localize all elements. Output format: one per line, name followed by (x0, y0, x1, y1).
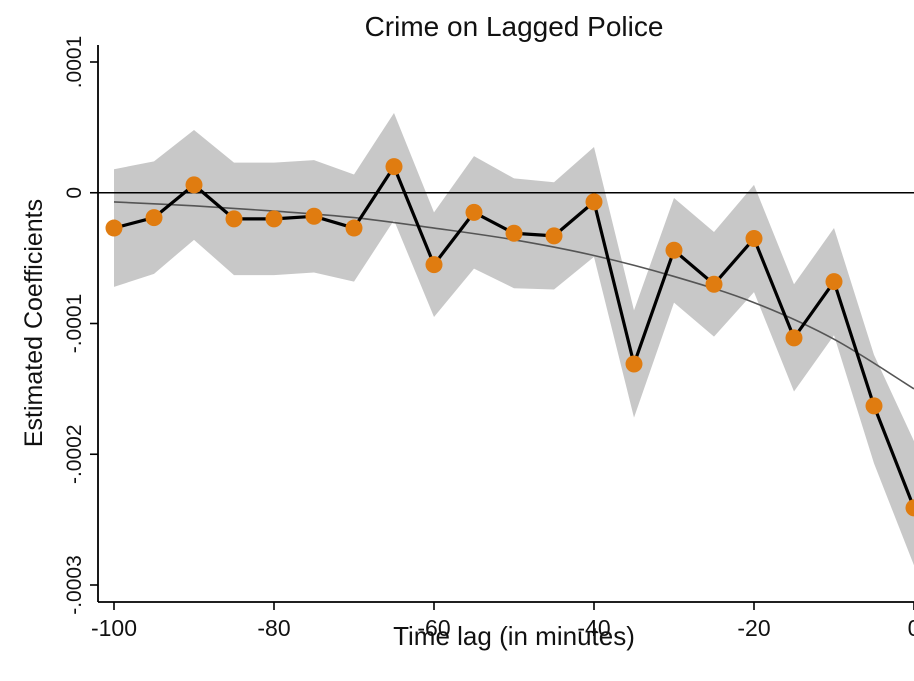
data-point (705, 275, 723, 293)
data-point (105, 219, 123, 237)
y-tick-label: .0001 (63, 36, 86, 89)
data-point (745, 230, 763, 248)
x-tick-label: -60 (417, 615, 450, 641)
data-point (865, 397, 883, 415)
data-point (585, 193, 603, 211)
y-tick-label: 0 (63, 187, 86, 199)
data-point (785, 329, 803, 347)
chart-title: Crime on Lagged Police (365, 11, 664, 42)
data-point (825, 273, 843, 291)
x-tick-label: -80 (257, 615, 290, 641)
data-point (625, 355, 643, 373)
data-point (225, 210, 243, 228)
data-point (425, 256, 443, 274)
data-point (305, 207, 323, 225)
x-tick-label: 0 (908, 615, 914, 641)
data-point (665, 241, 683, 259)
x-axis-ticks: -100 -80 -60 -40 -20 0 (91, 602, 914, 641)
y-tick-label: -.0001 (63, 294, 86, 354)
data-point (145, 209, 163, 227)
y-tick-label: -.0002 (63, 424, 86, 484)
x-axis-label: Time lag (in minutes) (393, 621, 635, 651)
y-tick-label: -.0003 (63, 555, 86, 615)
y-axis-label: Estimated Coefficients (20, 199, 48, 447)
confidence-band-layer (114, 112, 914, 566)
data-point (505, 224, 523, 242)
data-point (185, 176, 203, 194)
x-tick-label: -20 (737, 615, 770, 641)
data-point (465, 203, 483, 221)
data-point (905, 499, 914, 517)
confidence-band (114, 112, 914, 566)
data-point (545, 227, 563, 245)
series-layer (105, 158, 914, 517)
data-point (265, 210, 283, 228)
data-point (385, 158, 403, 176)
x-tick-label: -100 (91, 615, 137, 641)
data-point (345, 219, 363, 237)
y-axis-ticks: .0001 0 -.0001 -.0002 -.0003 (63, 36, 98, 615)
x-tick-label: -40 (577, 615, 610, 641)
